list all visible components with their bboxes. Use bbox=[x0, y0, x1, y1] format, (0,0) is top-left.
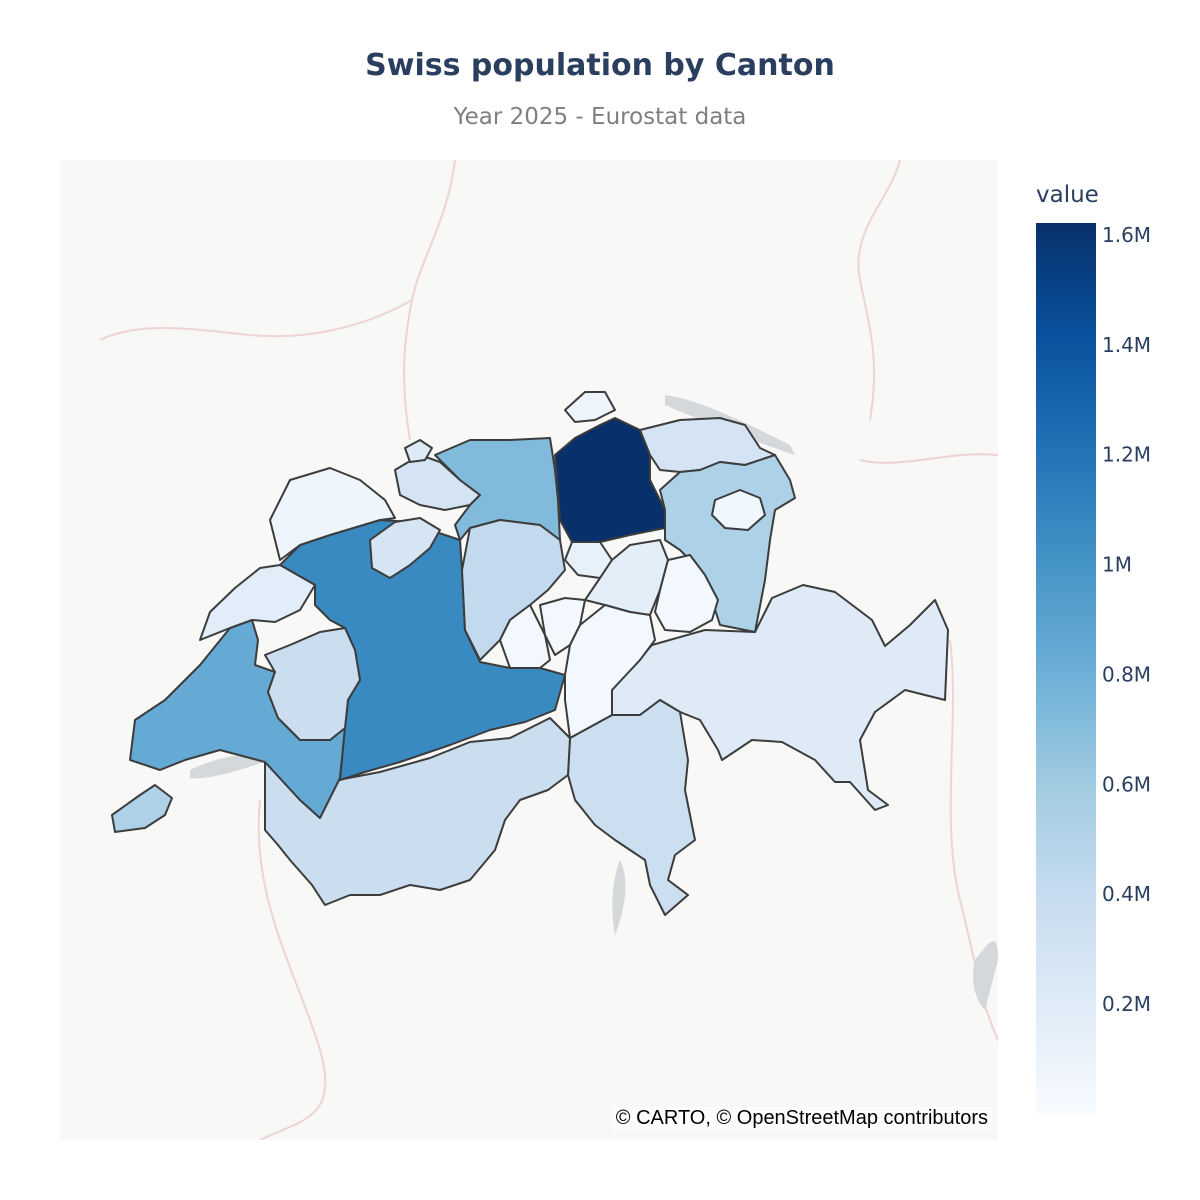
cantons bbox=[111, 391, 949, 916]
map-area[interactable] bbox=[60, 160, 998, 1140]
chart-title: Swiss population by Canton bbox=[365, 48, 835, 83]
canton-basel-stadt[interactable] bbox=[404, 439, 433, 463]
canton-graubunden[interactable] bbox=[611, 584, 949, 811]
colorbar: 0.2M 0.4M 0.6M 0.8M 1M 1.2M 1.4M 1.6M bbox=[1036, 223, 1151, 1113]
canton-obwalden[interactable] bbox=[499, 604, 551, 669]
canton-appenzell[interactable] bbox=[711, 489, 766, 531]
canton-fribourg[interactable] bbox=[264, 627, 361, 741]
map-attribution[interactable]: © CARTO, © OpenStreetMap contributors bbox=[611, 1107, 992, 1130]
colorbar-tick-label: 0.8M bbox=[1102, 662, 1151, 686]
canton-glarus[interactable] bbox=[654, 554, 719, 633]
colorbar-tick-label: 1M bbox=[1102, 553, 1132, 577]
canton-valais[interactable] bbox=[264, 717, 571, 906]
colorbar-title: value bbox=[1036, 182, 1099, 208]
canton-schaffhausen[interactable] bbox=[564, 391, 616, 423]
colorbar-tick-label: 0.2M bbox=[1102, 992, 1151, 1016]
colorbar-ticks: 0.2M 0.4M 0.6M 0.8M 1M 1.2M 1.4M 1.6M bbox=[1102, 223, 1151, 1016]
canton-neuchatel[interactable] bbox=[199, 564, 316, 641]
colorbar-tick-label: 0.6M bbox=[1102, 772, 1151, 796]
colorbar-gradient bbox=[1036, 223, 1096, 1113]
canton-solothurn[interactable] bbox=[369, 517, 441, 579]
canton-ticino[interactable] bbox=[567, 699, 696, 916]
colorbar-tick-label: 0.4M bbox=[1102, 882, 1151, 906]
colorbar-tick-label: 1.6M bbox=[1102, 223, 1151, 247]
canton-uri[interactable] bbox=[564, 604, 656, 739]
chart-subtitle: Year 2025 - Eurostat data bbox=[453, 104, 747, 130]
canton-geneva[interactable] bbox=[111, 784, 173, 833]
colorbar-tick-label: 1.2M bbox=[1102, 443, 1151, 467]
colorbar-tick-label: 1.4M bbox=[1102, 333, 1151, 357]
canton-jura[interactable] bbox=[269, 467, 396, 561]
